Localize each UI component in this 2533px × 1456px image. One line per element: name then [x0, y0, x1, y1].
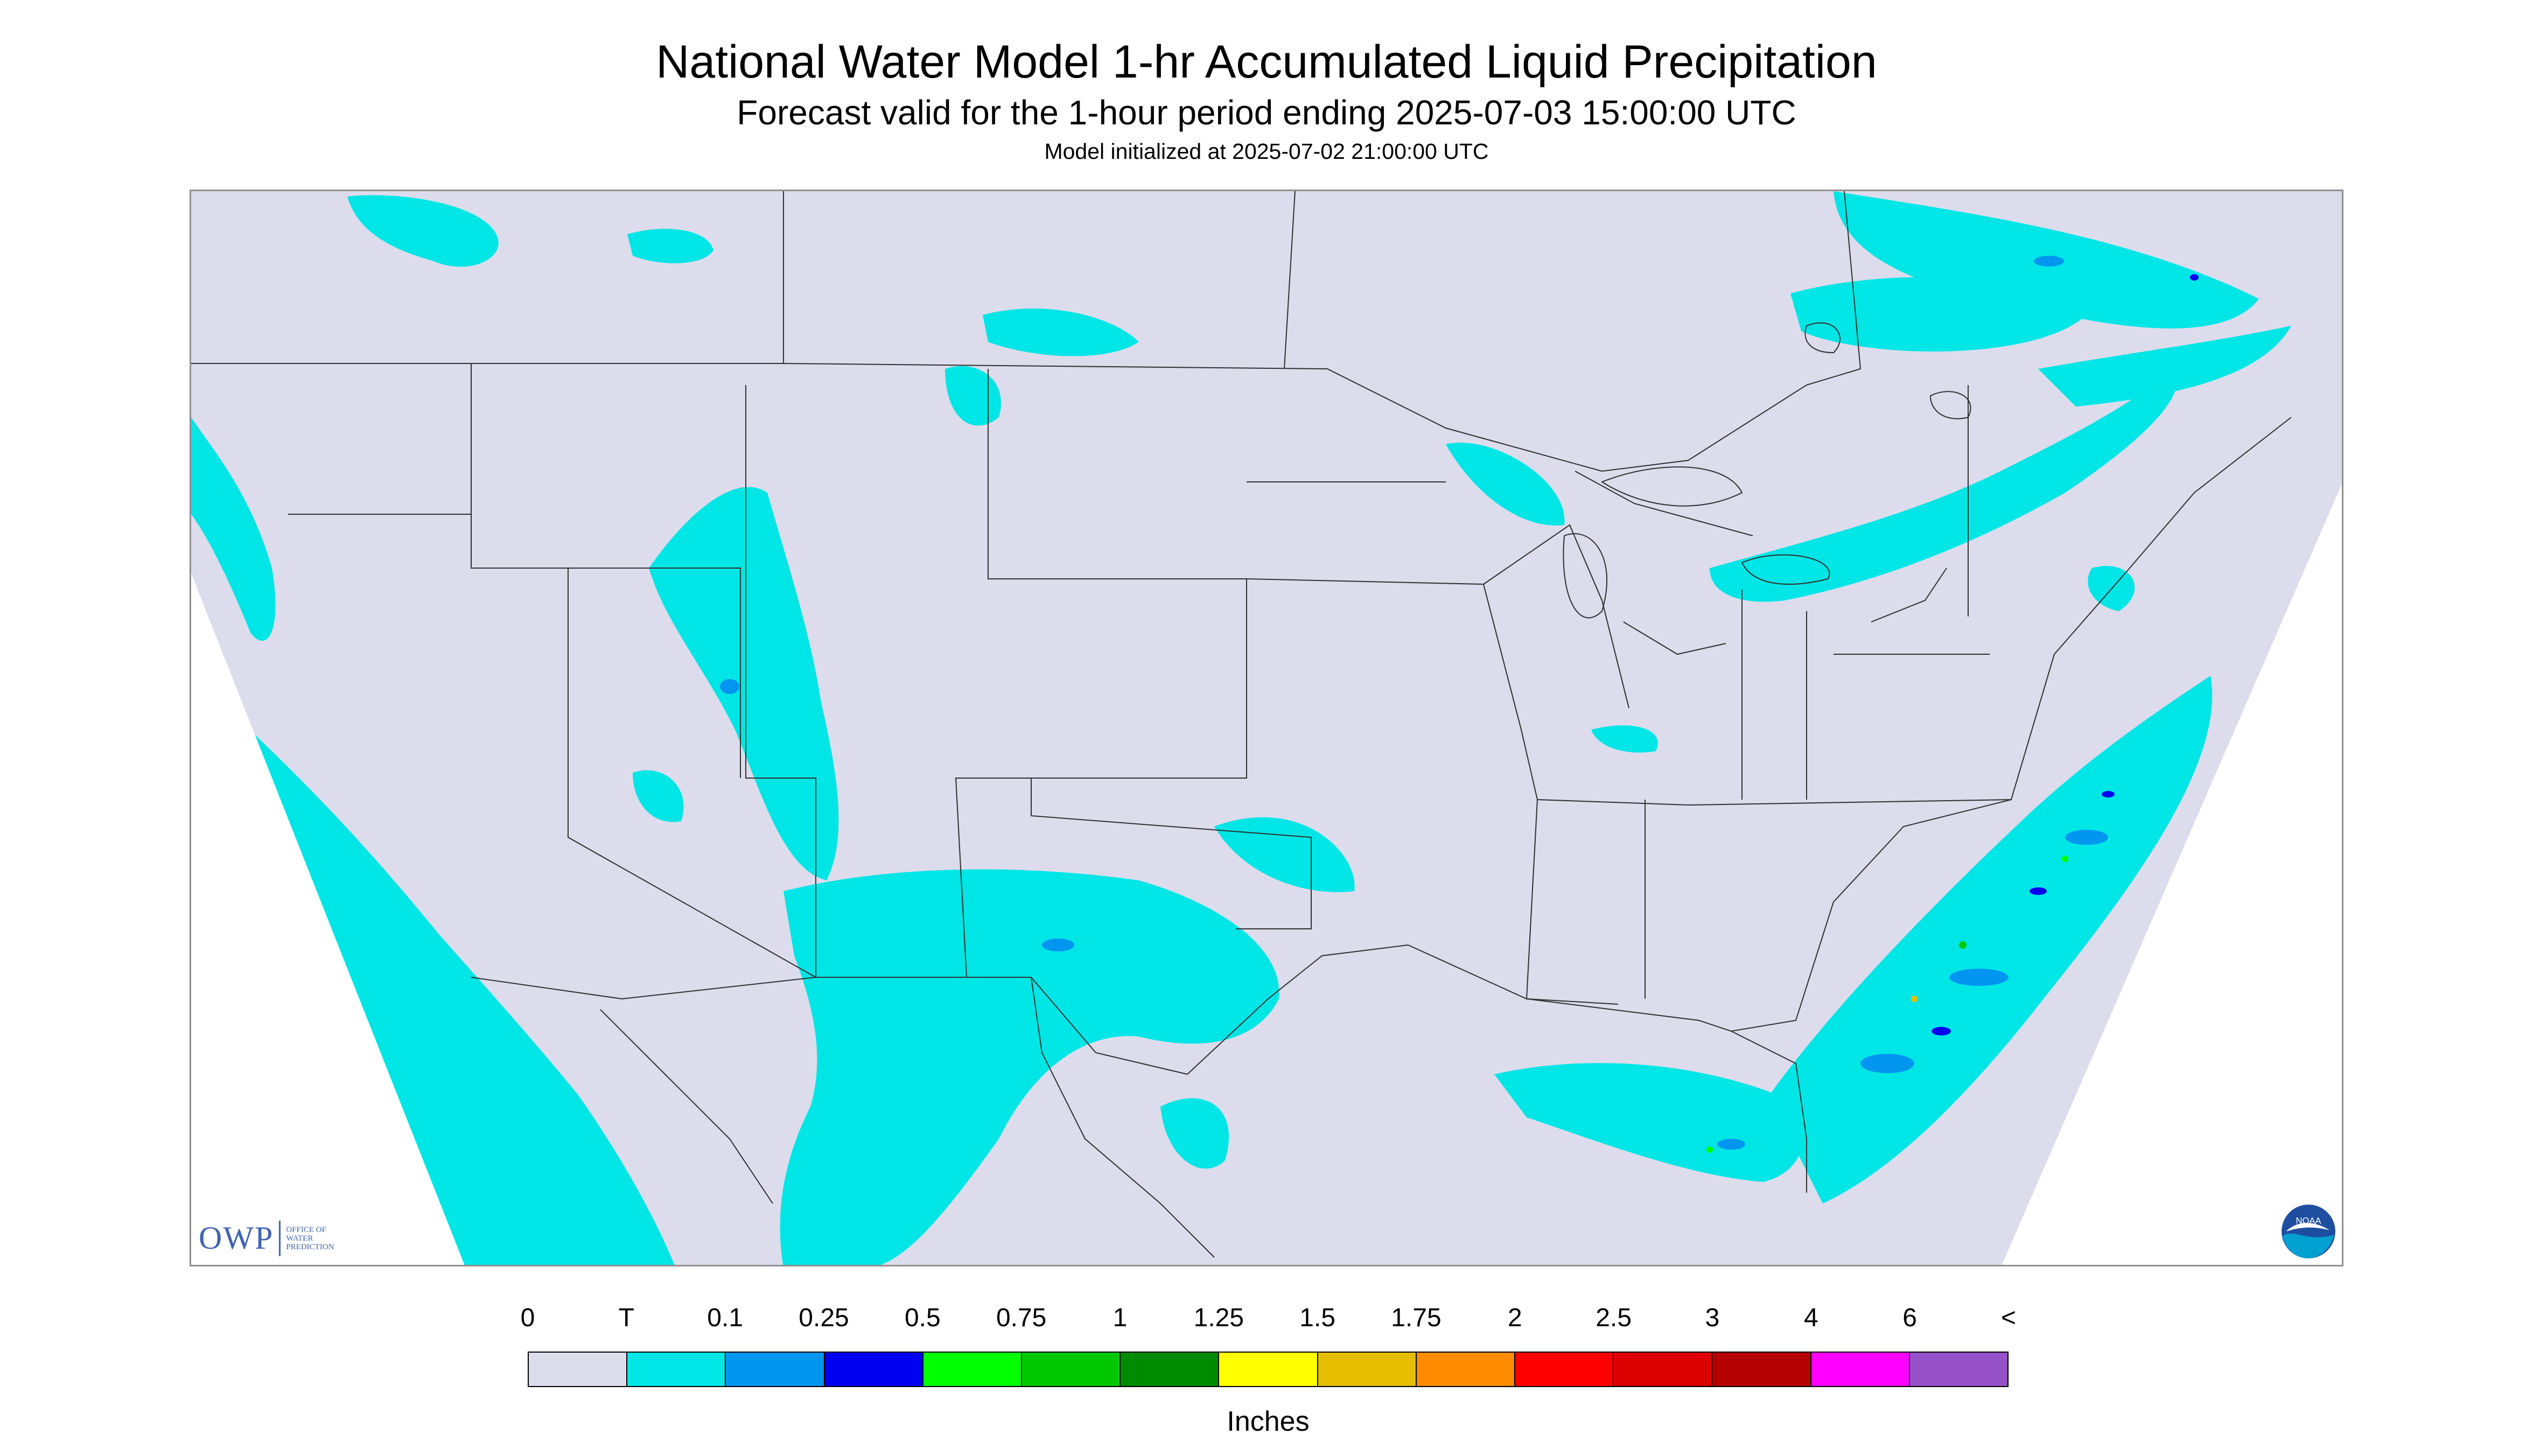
forecast-valid-subtitle: Forecast valid for the 1-hour period end…	[737, 93, 1796, 132]
legend-swatch	[1318, 1353, 1417, 1386]
map-title: National Water Model 1-hr Accumulated Li…	[656, 36, 1877, 88]
noaa-logo-text: NOAA	[2296, 1215, 2321, 1226]
legend-swatch	[1712, 1353, 1811, 1386]
boundary-lines	[191, 191, 2292, 1258]
precipitation-legend: 0 T 0.1 0.25 0.5 0.75 1 1.25 1.5 1.75 2 2.5 3 4 6 < Inc…	[521, 1303, 2016, 1437]
noaa-logo: NOAA	[2282, 1205, 2335, 1258]
legend-tick-label: <	[2000, 1304, 2017, 1332]
legend-swatch	[1416, 1353, 1516, 1386]
legend-tick-label: 0	[520, 1304, 535, 1332]
owp-logo-divider	[279, 1220, 281, 1256]
legend-tick-label: 3	[1705, 1304, 1720, 1332]
legend-tick-label: 1.75	[1391, 1304, 1442, 1332]
model-init-line: Model initialized at 2025-07-02 21:00:00…	[1044, 139, 1489, 164]
legend-tick-label: T	[618, 1304, 634, 1332]
legend-swatch	[1121, 1353, 1220, 1386]
legend-tick-label: 6	[1902, 1304, 1918, 1332]
legend-color-bar	[528, 1352, 2009, 1387]
legend-tick-label: 2.5	[1596, 1304, 1632, 1332]
legend-swatch	[923, 1353, 1023, 1386]
legend-units-label: Inches	[1227, 1406, 1310, 1437]
legend-swatch	[1022, 1353, 1121, 1386]
legend-tick-label: 2	[1507, 1304, 1522, 1332]
legend-swatch	[529, 1353, 628, 1386]
legend-swatch	[726, 1353, 825, 1386]
owp-logo-text: OWP	[199, 1220, 274, 1256]
legend-tick-label: 4	[1803, 1304, 1818, 1332]
precipitation-moderate-areas	[1932, 274, 2199, 1035]
legend-swatch	[1515, 1353, 1614, 1386]
owp-logo-subtitle: OFFICE OF WATER PREDICTION	[286, 1225, 334, 1251]
precipitation-heavy-spots	[1706, 856, 2068, 1153]
legend-tick-label: 0.75	[996, 1304, 1047, 1332]
legend-swatch	[1219, 1353, 1318, 1386]
precipitation-light-areas	[720, 256, 2108, 1150]
legend-tick-label: 1	[1112, 1304, 1128, 1332]
model-domain	[191, 191, 2342, 1265]
legend-swatch	[1811, 1353, 1910, 1386]
precipitation-map: OWP OFFICE OF WATER PREDICTION NOAA	[190, 190, 2343, 1266]
legend-tick-label: 0.25	[799, 1304, 849, 1332]
legend-swatch	[1909, 1353, 2008, 1386]
owp-logo: OWP OFFICE OF WATER PREDICTION	[199, 1220, 334, 1257]
legend-swatch	[627, 1353, 726, 1386]
precipitation-trace-areas	[191, 191, 2291, 1265]
map-canvas	[191, 191, 2342, 1265]
legend-tick-label: 0.5	[904, 1304, 941, 1332]
legend-tick-label: 1.5	[1299, 1304, 1336, 1332]
legend-tick-label: 0.1	[707, 1304, 744, 1332]
legend-swatch	[1614, 1353, 1713, 1386]
legend-swatch	[824, 1353, 923, 1386]
legend-tick-label: 1.25	[1193, 1304, 1244, 1332]
lake-outlines	[1563, 322, 1971, 619]
